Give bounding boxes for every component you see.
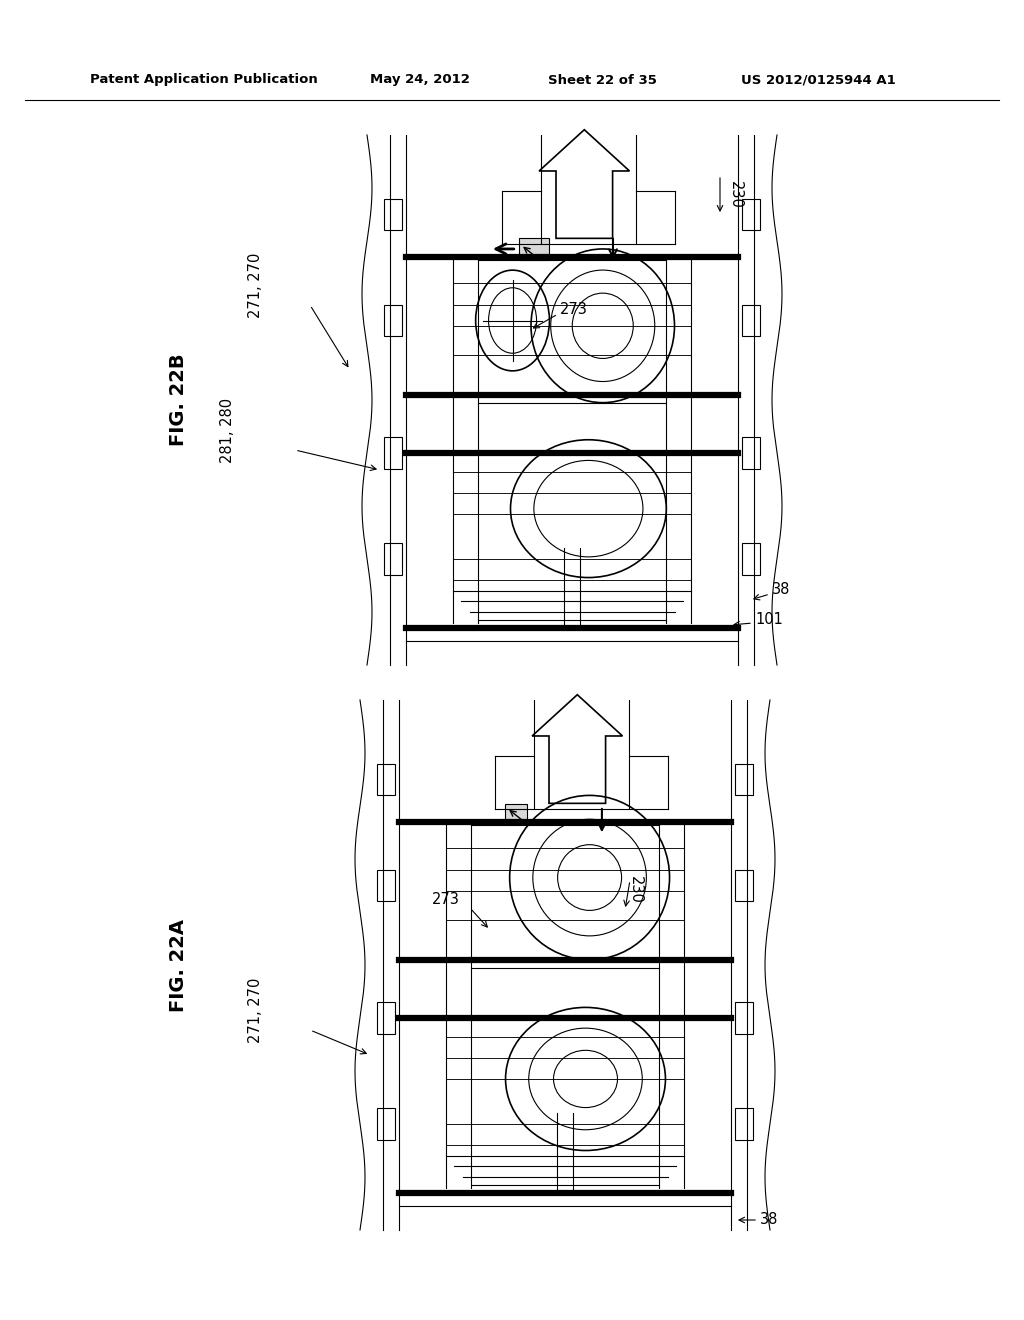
Bar (377, 1002, 395, 1034)
Text: 101: 101 (755, 612, 783, 627)
Text: FIG. 22B: FIG. 22B (169, 354, 187, 446)
Text: 271, 270: 271, 270 (248, 252, 262, 318)
Text: 230: 230 (727, 181, 742, 209)
Text: 281, 280: 281, 280 (220, 397, 236, 462)
Text: 230: 230 (628, 876, 642, 904)
Bar (377, 870, 395, 902)
Bar (377, 763, 395, 796)
Bar (741, 305, 760, 337)
Text: US 2012/0125944 A1: US 2012/0125944 A1 (741, 74, 896, 87)
Bar (384, 198, 402, 231)
Bar (741, 198, 760, 231)
Bar (377, 1107, 395, 1140)
Bar (734, 763, 753, 796)
Text: Patent Application Publication: Patent Application Publication (90, 74, 317, 87)
Text: Sheet 22 of 35: Sheet 22 of 35 (548, 74, 656, 87)
Text: May 24, 2012: May 24, 2012 (370, 74, 470, 87)
Text: 271, 270: 271, 270 (248, 977, 262, 1043)
Text: 273: 273 (432, 892, 460, 908)
Bar (734, 870, 753, 902)
Text: 38: 38 (772, 582, 791, 598)
Bar (734, 1002, 753, 1034)
Bar (384, 543, 402, 576)
Text: 273: 273 (560, 302, 588, 318)
Bar (384, 305, 402, 337)
Bar (384, 437, 402, 469)
Text: 38: 38 (760, 1213, 778, 1228)
Bar (741, 437, 760, 469)
Bar (734, 1107, 753, 1140)
Bar (741, 543, 760, 576)
Bar (519, 239, 550, 260)
Text: FIG. 22A: FIG. 22A (169, 919, 187, 1011)
Bar (505, 804, 527, 824)
